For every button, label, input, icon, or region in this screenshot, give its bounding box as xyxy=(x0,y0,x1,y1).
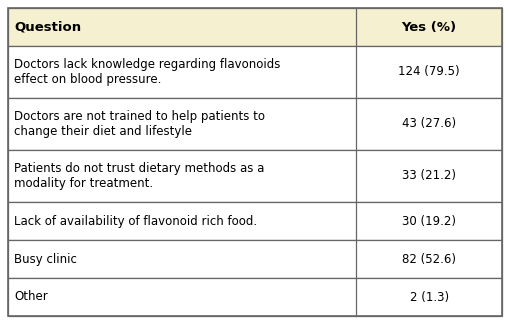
Text: 33 (21.2): 33 (21.2) xyxy=(401,170,455,182)
Text: modality for treatment.: modality for treatment. xyxy=(14,177,153,190)
Bar xyxy=(8,8,501,46)
Text: effect on blood pressure.: effect on blood pressure. xyxy=(14,73,161,86)
Text: Other: Other xyxy=(14,290,48,304)
Text: Lack of availability of flavonoid rich food.: Lack of availability of flavonoid rich f… xyxy=(14,214,257,227)
Text: Doctors are not trained to help patients to: Doctors are not trained to help patients… xyxy=(14,110,265,123)
Text: 43 (27.6): 43 (27.6) xyxy=(401,117,456,130)
Text: Yes (%): Yes (%) xyxy=(401,20,456,34)
Text: 82 (52.6): 82 (52.6) xyxy=(401,252,455,266)
Text: Doctors lack knowledge regarding flavonoids: Doctors lack knowledge regarding flavono… xyxy=(14,58,280,71)
Text: change their diet and lifestyle: change their diet and lifestyle xyxy=(14,125,191,138)
Text: Question: Question xyxy=(14,20,81,34)
Bar xyxy=(8,240,501,278)
Bar xyxy=(8,46,501,98)
Bar xyxy=(8,98,501,150)
Text: 2 (1.3): 2 (1.3) xyxy=(409,290,448,304)
Text: 30 (19.2): 30 (19.2) xyxy=(401,214,455,227)
Bar xyxy=(8,202,501,240)
Bar xyxy=(8,150,501,202)
Text: Busy clinic: Busy clinic xyxy=(14,252,77,266)
Text: 124 (79.5): 124 (79.5) xyxy=(398,65,459,79)
Text: Patients do not trust dietary methods as a: Patients do not trust dietary methods as… xyxy=(14,162,264,175)
Bar xyxy=(8,278,501,316)
